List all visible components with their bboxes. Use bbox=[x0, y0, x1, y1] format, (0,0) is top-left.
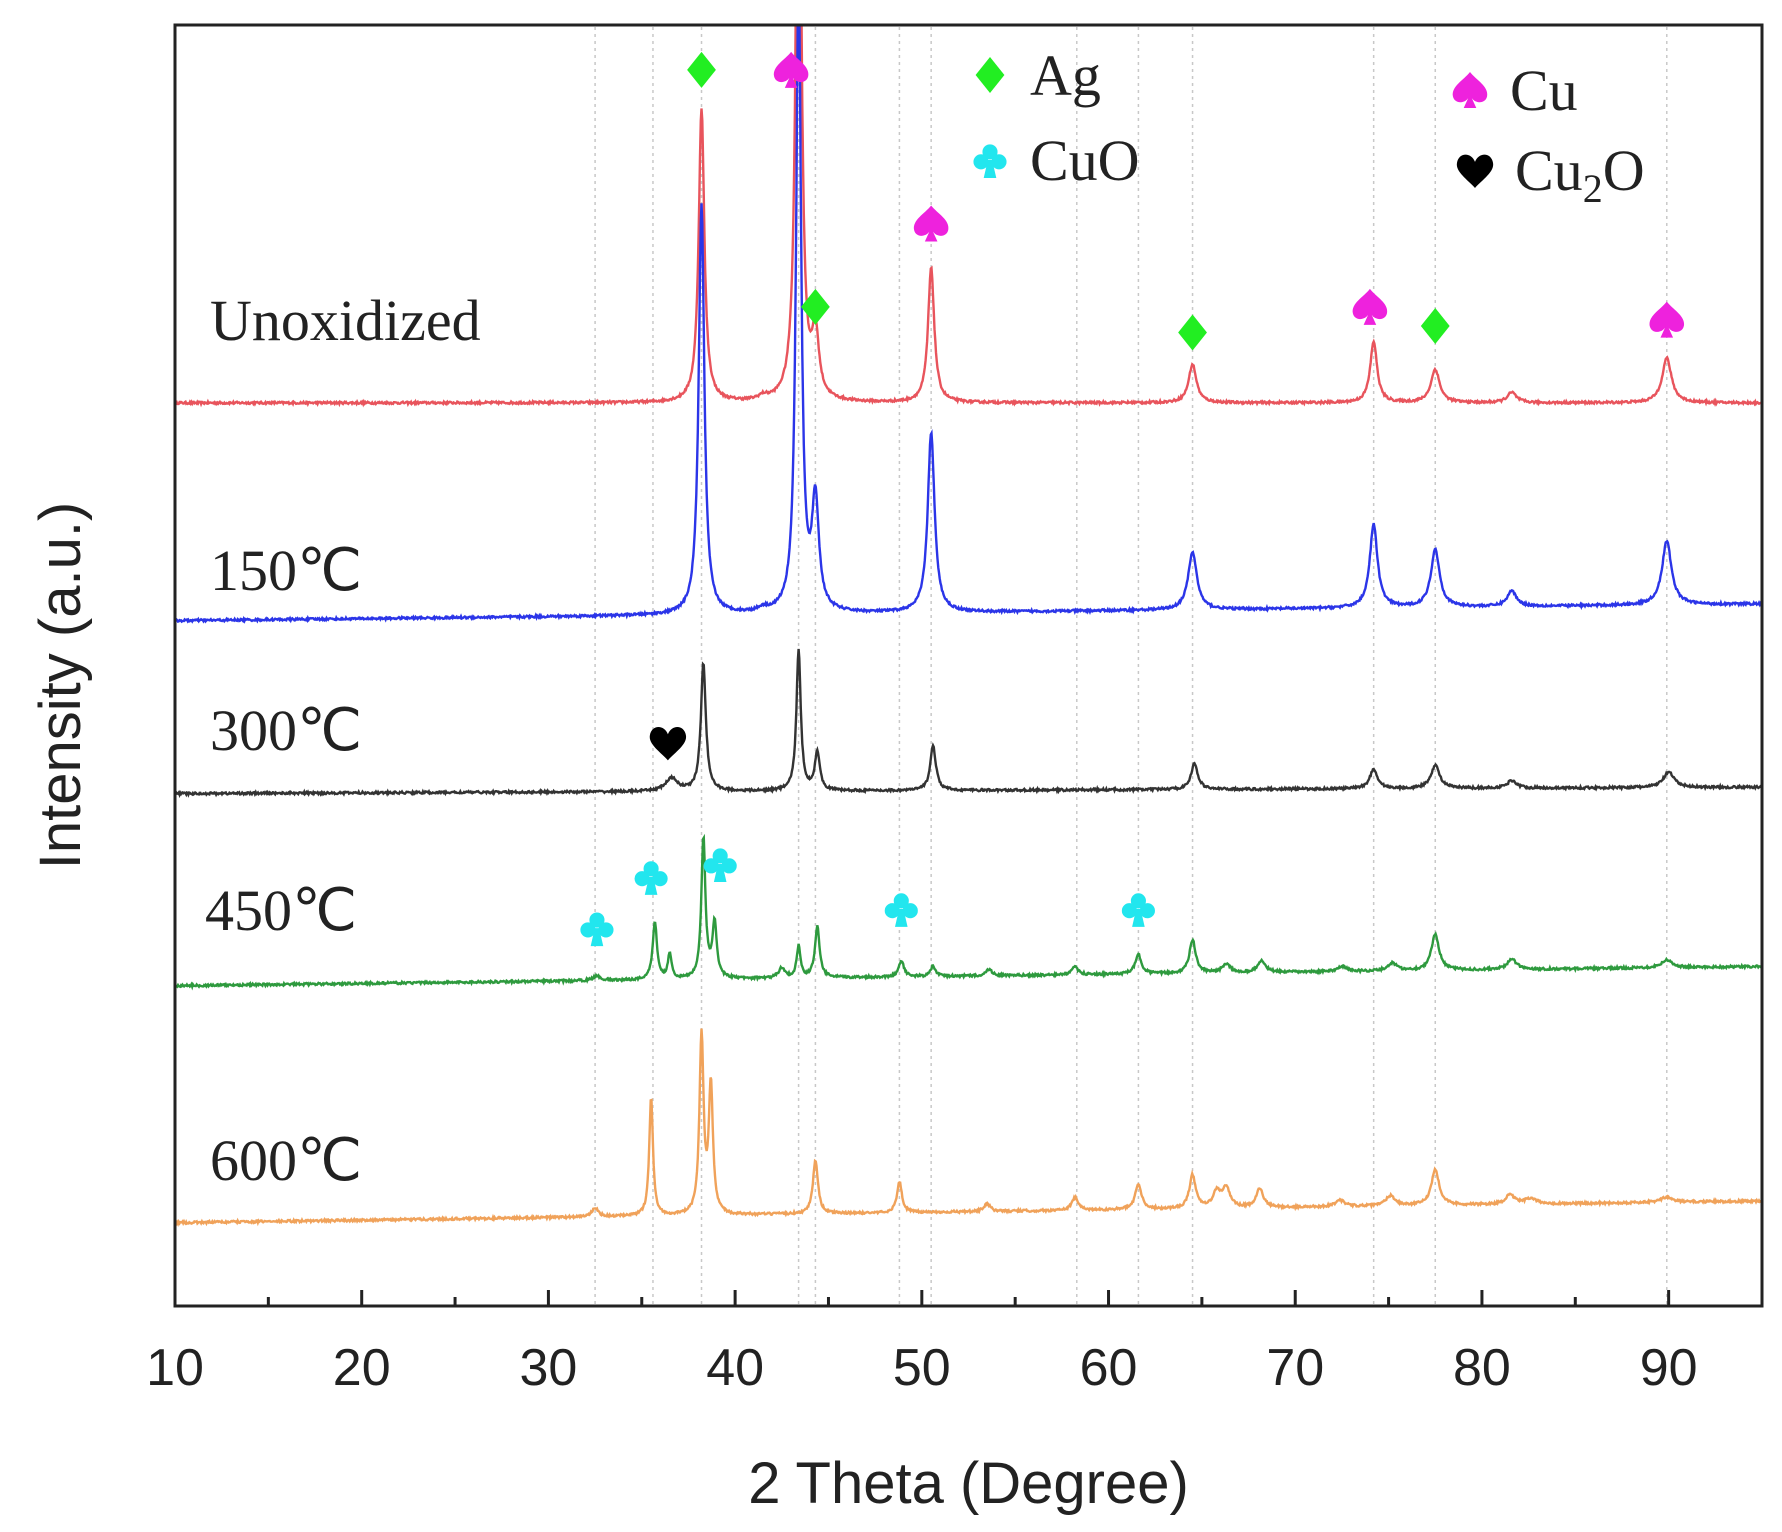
ag-diamond-icon bbox=[687, 51, 716, 88]
ag-diamond-icon bbox=[1178, 314, 1207, 351]
cuo-club-icon bbox=[580, 912, 614, 947]
series-curve-1 bbox=[175, 25, 1762, 624]
x-tick-label: 70 bbox=[1266, 1339, 1324, 1397]
x-tick-label: 10 bbox=[146, 1339, 204, 1397]
pattern-curves bbox=[175, 25, 1762, 1227]
reference-lines bbox=[594, 27, 1668, 1304]
series-curve-4 bbox=[175, 1028, 1762, 1227]
series-label: 450℃ bbox=[205, 878, 357, 943]
legend-label: Ag bbox=[1030, 43, 1101, 108]
ag-diamond-icon bbox=[975, 57, 1005, 93]
series-label: 600℃ bbox=[210, 1128, 362, 1193]
x-tick-label: 60 bbox=[1080, 1339, 1138, 1397]
legend-label: Cu bbox=[1510, 58, 1578, 123]
series-curve-0 bbox=[175, 25, 1762, 408]
cu2o-heart-icon bbox=[649, 726, 687, 761]
peak-markers bbox=[580, 51, 1685, 947]
legend-label: CuO bbox=[1030, 128, 1140, 193]
cuo-club-icon bbox=[973, 144, 1007, 178]
ag-diamond-icon bbox=[801, 288, 830, 325]
cu-spade-icon bbox=[773, 51, 809, 88]
cuo-club-icon bbox=[703, 848, 737, 883]
cuo-club-icon bbox=[1121, 893, 1155, 927]
legend: Ag Cu CuO Cu2O bbox=[973, 43, 1645, 211]
x-axis-ticks: 10 20 30 40 50 60 70 80 90 bbox=[146, 1290, 1764, 1397]
cuo-club-icon bbox=[884, 893, 918, 927]
cu-spade-icon bbox=[1649, 301, 1685, 338]
x-tick-label: 20 bbox=[333, 1339, 391, 1397]
series-label: 150℃ bbox=[210, 538, 362, 603]
series-curve-3 bbox=[175, 833, 1762, 991]
ag-diamond-icon bbox=[1420, 308, 1450, 345]
cuo-club-icon bbox=[634, 861, 668, 895]
x-tick-label: 80 bbox=[1453, 1339, 1511, 1397]
x-tick-label: 30 bbox=[519, 1339, 577, 1397]
x-axis-title: 2 Theta (Degree) bbox=[748, 1451, 1189, 1516]
cu2o-heart-icon bbox=[1456, 154, 1494, 188]
y-axis-title: Intensity (a.u.) bbox=[28, 502, 93, 869]
series-label: 300℃ bbox=[210, 698, 362, 763]
cu-spade-icon bbox=[913, 205, 949, 242]
x-tick-label: 40 bbox=[706, 1339, 764, 1397]
x-tick-label: 50 bbox=[893, 1339, 951, 1397]
series-label: Unoxidized bbox=[210, 288, 481, 353]
plot-frame bbox=[173, 23, 1764, 1308]
series-labels: Unoxidized 150℃ 300℃ 450℃ 600℃ bbox=[205, 288, 481, 1193]
series-curve-2 bbox=[175, 648, 1762, 799]
cu-spade-icon bbox=[1452, 72, 1488, 108]
cu-spade-icon bbox=[1352, 288, 1388, 325]
x-tick-label: 90 bbox=[1640, 1339, 1698, 1397]
legend-label: Cu2O bbox=[1515, 138, 1645, 211]
